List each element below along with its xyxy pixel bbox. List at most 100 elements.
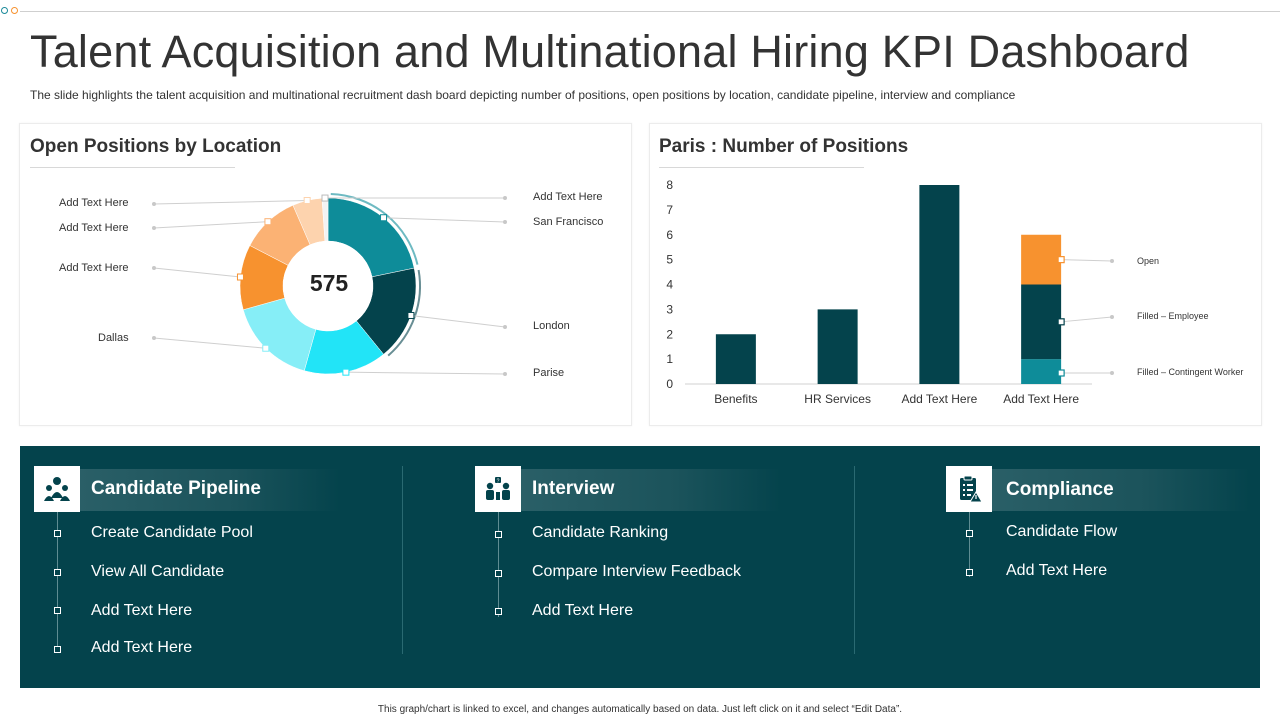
x-tick-label: Benefits <box>714 392 757 406</box>
leader-dot <box>152 226 156 230</box>
leader-marker <box>407 311 415 319</box>
legend-marker <box>1057 256 1065 264</box>
y-tick-label: 0 <box>666 377 673 391</box>
leader-dot <box>152 202 156 206</box>
card-title-candidate-pipeline: Candidate Pipeline <box>91 478 261 499</box>
donut-chart <box>152 193 507 376</box>
card-item: Add Text Here <box>91 639 193 656</box>
card-item: Compare Interview Feedback <box>532 563 741 580</box>
clipboard-icon <box>946 466 992 512</box>
page-title: Talent Acquisition and Multinational Hir… <box>30 26 1190 77</box>
bullet <box>495 531 502 538</box>
card-timeline <box>969 512 970 577</box>
card-header-bar <box>992 469 1250 511</box>
donut-label-san-francisco: San Francisco <box>533 216 604 228</box>
bullet <box>54 607 61 614</box>
card-item: Add Text Here <box>532 602 634 619</box>
leader-dot <box>503 325 507 329</box>
bullet <box>54 569 61 576</box>
title-underline <box>30 167 235 168</box>
bar-segment <box>1021 359 1062 384</box>
bar-segment <box>817 309 858 384</box>
page-subtitle: The slide highlights the talent acquisit… <box>30 88 1016 102</box>
leader-marker <box>303 197 311 205</box>
y-tick-label: 4 <box>666 278 673 292</box>
svg-text:?: ? <box>497 478 500 484</box>
x-tick-label: Add Text Here <box>1003 392 1079 406</box>
leader-marker <box>262 344 270 352</box>
leader-dot <box>152 266 156 270</box>
donut-label-top: Add Text Here <box>533 191 603 203</box>
donut-accent-arc <box>387 269 421 357</box>
y-tick-label: 1 <box>666 352 673 366</box>
card-item: Add Text Here <box>91 602 193 619</box>
y-tick-label: 7 <box>666 203 673 217</box>
y-tick-label: 2 <box>666 327 673 341</box>
bar-segment <box>1021 234 1062 285</box>
y-tick-label: 5 <box>666 253 673 267</box>
x-tick-label: HR Services <box>804 392 871 406</box>
donut-label-dallas: Dallas <box>98 332 129 344</box>
legend-open: Open <box>1137 256 1160 266</box>
bullet <box>54 530 61 537</box>
donut-center-value: 575 <box>309 270 349 296</box>
team-icon <box>34 466 80 512</box>
leader-dot <box>503 220 507 224</box>
interview-icon: ? <box>475 466 521 512</box>
leader-dot <box>152 336 156 340</box>
legend-marker <box>1057 369 1065 377</box>
card-timeline <box>57 512 58 652</box>
leader-marker <box>264 218 272 226</box>
donut-label-orange: Add Text Here <box>59 262 129 274</box>
donut-hole <box>283 241 373 331</box>
legend-filled-contingent: Filled – Contingent Worker <box>1137 367 1244 377</box>
decor-dot <box>1 7 8 14</box>
bar-title: Paris : Number of Positions <box>659 136 909 157</box>
card-timeline <box>498 512 499 617</box>
card-item: Candidate Ranking <box>532 524 669 541</box>
bullet <box>966 569 973 576</box>
legend-leader-line <box>1061 259 1113 262</box>
card-item: Create Candidate Pool <box>91 524 253 541</box>
footer-note: This graph/chart is linked to excel, and… <box>377 704 903 715</box>
card-item: Candidate Flow <box>1006 523 1118 540</box>
donut-label-peach: Add Text Here <box>59 197 129 209</box>
x-tick-label: Add Text Here <box>901 392 977 406</box>
title-underline <box>659 167 864 168</box>
legend-marker <box>1057 318 1065 326</box>
bullet <box>966 530 973 537</box>
card-title-interview: Interview <box>532 478 615 499</box>
card-header-bar <box>521 469 781 511</box>
bar-segment <box>715 334 756 384</box>
bar-segment <box>1021 284 1062 360</box>
legend-dot <box>1110 259 1114 263</box>
leader-marker <box>236 273 244 281</box>
donut-title: Open Positions by Location <box>30 136 282 157</box>
donut-label-light-orange: Add Text Here <box>59 222 129 234</box>
decor-dot <box>11 7 18 14</box>
y-tick-label: 6 <box>666 228 673 242</box>
leader-dot <box>503 372 507 376</box>
donut-label-london: London <box>533 320 570 332</box>
leader-marker <box>321 194 329 202</box>
leader-marker <box>342 368 350 376</box>
legend-filled-employee: Filled – Employee <box>1137 311 1209 321</box>
leader-line <box>383 217 506 223</box>
legend-dot <box>1110 371 1114 375</box>
y-tick-label: 3 <box>666 302 673 316</box>
leader-dot <box>503 196 507 200</box>
leader-line <box>153 337 266 349</box>
card-header-bar <box>80 469 340 511</box>
bar-segment <box>919 185 960 384</box>
y-tick-label: 8 <box>666 178 673 192</box>
top-divider <box>20 11 1280 12</box>
legend-dot <box>1110 315 1114 319</box>
leader-line <box>153 267 241 278</box>
bullet <box>495 570 502 577</box>
legend-leader-line <box>1061 316 1113 323</box>
card-item: View All Candidate <box>91 563 225 580</box>
card-item: Add Text Here <box>1006 562 1108 579</box>
leader-line <box>345 371 506 375</box>
leader-line <box>410 314 506 328</box>
card-separator <box>402 466 403 654</box>
